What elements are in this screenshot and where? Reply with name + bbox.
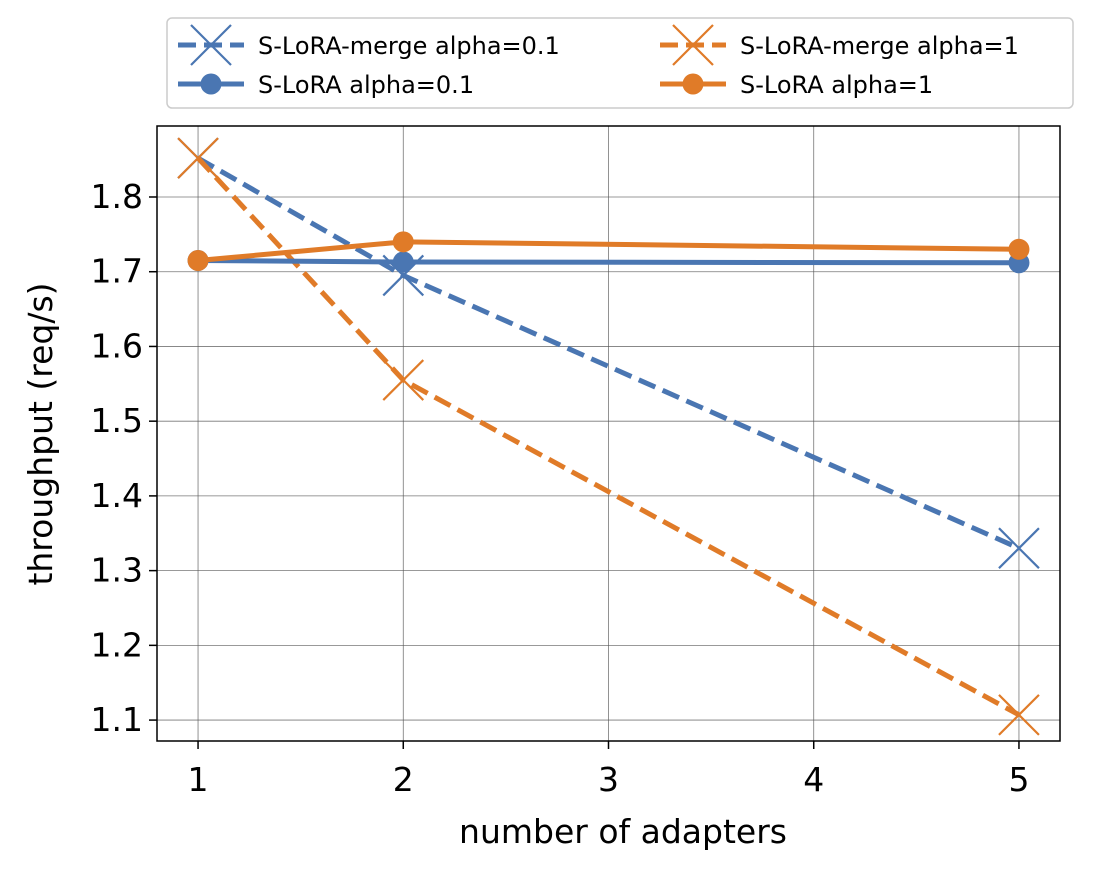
x-axis-ticks: 1 2 3 4 5 bbox=[188, 741, 1029, 799]
y-tick-label: 1.6 bbox=[91, 326, 143, 365]
legend-entry: S-LoRA alpha=1 bbox=[660, 71, 933, 99]
grid bbox=[157, 126, 1060, 741]
data-point bbox=[998, 527, 1040, 569]
data-point bbox=[382, 359, 425, 401]
x-tick-label: 2 bbox=[393, 760, 414, 799]
legend-marker bbox=[190, 24, 232, 66]
x-tick-label: 5 bbox=[1008, 760, 1029, 799]
legend-marker bbox=[672, 24, 714, 66]
data-point bbox=[392, 231, 414, 253]
y-tick-label: 1.8 bbox=[91, 177, 143, 216]
legend-entry: S-LoRA alpha=0.1 bbox=[178, 71, 474, 99]
y-tick-label: 1.7 bbox=[91, 252, 143, 291]
data-point bbox=[177, 137, 219, 179]
y-tick-label: 1.1 bbox=[91, 700, 143, 739]
y-tick-label: 1.2 bbox=[91, 625, 143, 664]
x-axis-label: number of adapters bbox=[459, 812, 787, 851]
legend: S-LoRA-merge alpha=0.1 S-LoRA alpha=0.1 S-… bbox=[166, 17, 1074, 109]
data-point bbox=[392, 251, 414, 273]
legend-label: S-LoRA-merge alpha=1 bbox=[740, 32, 1019, 60]
series-line bbox=[198, 258, 1019, 266]
legend-box bbox=[166, 17, 1074, 109]
legend-label: S-LoRA alpha=0.1 bbox=[258, 71, 474, 99]
legend-label: S-LoRA-merge alpha=0.1 bbox=[258, 32, 560, 60]
y-tick-label: 1.4 bbox=[91, 476, 143, 515]
x-tick-label: 4 bbox=[803, 760, 824, 799]
data-point bbox=[1008, 238, 1030, 260]
data-point bbox=[998, 694, 1040, 736]
series-layer bbox=[177, 137, 1040, 736]
series-3 bbox=[187, 231, 1030, 272]
data-point bbox=[187, 250, 209, 272]
y-axis-ticks: 1.1 1.2 1.3 1.4 1.5 1.6 1.7 1.8 bbox=[91, 177, 157, 739]
y-axis-label: throughput (req/s) bbox=[21, 282, 60, 585]
series-1 bbox=[177, 137, 1040, 736]
legend-marker bbox=[200, 73, 222, 95]
legend-entry: S-LoRA-merge alpha=0.1 bbox=[178, 24, 560, 66]
legend-entry: S-LoRA-merge alpha=1 bbox=[660, 24, 1019, 66]
legend-label: S-LoRA alpha=1 bbox=[740, 71, 933, 99]
x-tick-label: 1 bbox=[188, 760, 209, 799]
x-tick-label: 3 bbox=[598, 760, 619, 799]
y-tick-label: 1.3 bbox=[91, 551, 143, 590]
legend-marker bbox=[682, 73, 704, 95]
y-tick-label: 1.5 bbox=[91, 401, 143, 440]
